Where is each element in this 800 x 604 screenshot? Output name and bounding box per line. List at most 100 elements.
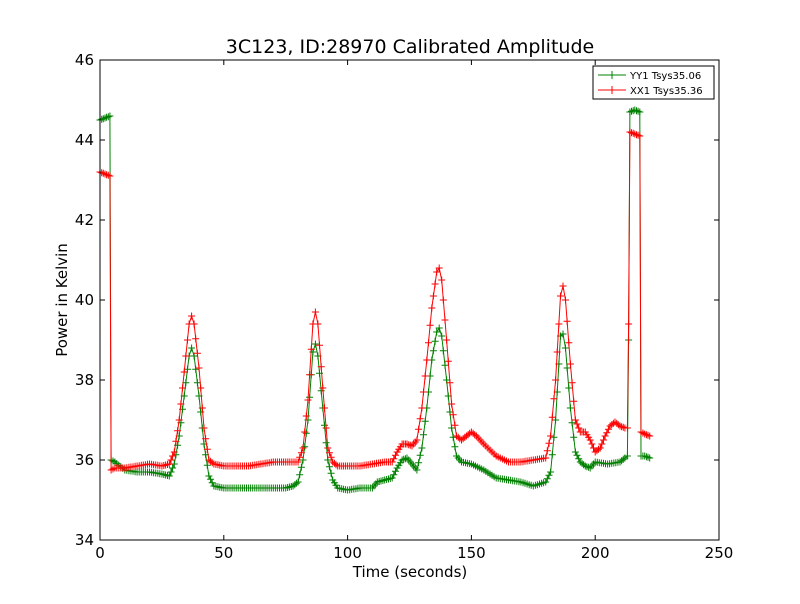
data-point	[433, 268, 441, 276]
y-tick-label: 36	[75, 451, 94, 469]
series-layer	[96, 106, 654, 494]
data-point	[603, 429, 611, 437]
data-point	[542, 454, 550, 462]
data-point	[642, 453, 650, 461]
x-tick-label: 200	[581, 544, 610, 562]
data-point	[405, 441, 413, 449]
data-point	[413, 436, 421, 444]
plot-frame	[99, 59, 720, 541]
data-point	[311, 308, 319, 316]
data-point	[99, 115, 107, 123]
data-point	[570, 433, 578, 441]
data-point	[641, 452, 649, 460]
data-point	[415, 459, 423, 467]
data-point	[433, 328, 441, 336]
data-point	[180, 368, 188, 376]
data-point	[388, 458, 396, 466]
data-point	[550, 395, 558, 403]
data-point	[586, 436, 594, 444]
data-point	[559, 282, 567, 290]
data-point	[547, 468, 555, 476]
series-markers	[96, 106, 654, 494]
data-point	[542, 478, 550, 486]
data-point	[625, 320, 633, 328]
data-point	[559, 330, 567, 338]
data-point	[406, 441, 414, 449]
data-point	[543, 475, 551, 483]
data-point	[623, 424, 631, 432]
data-point	[190, 320, 198, 328]
data-point	[568, 379, 576, 387]
series-0	[96, 106, 654, 494]
data-point	[167, 468, 175, 476]
legend-entry: XX1 Tsys35.36	[598, 86, 703, 97]
data-point	[639, 429, 647, 437]
data-point	[398, 456, 406, 464]
data-point	[616, 422, 624, 430]
data-point	[400, 455, 408, 463]
data-point	[169, 464, 177, 472]
data-point	[583, 463, 591, 471]
y-tick-label: 44	[75, 131, 94, 149]
data-point	[439, 347, 447, 355]
data-point	[600, 436, 607, 444]
data-point	[431, 280, 439, 288]
data-point	[174, 427, 182, 435]
legend-box	[592, 65, 715, 100]
data-point	[167, 456, 175, 464]
data-point	[200, 424, 208, 432]
data-point	[451, 421, 459, 429]
data-point	[562, 344, 569, 352]
data-point	[401, 455, 409, 463]
data-point	[644, 453, 652, 461]
data-point	[570, 397, 578, 405]
data-point	[302, 412, 310, 420]
x-tick-label: 50	[214, 544, 233, 562]
data-point	[302, 429, 310, 437]
data-point	[390, 471, 398, 479]
data-point	[563, 364, 571, 372]
data-point	[435, 264, 443, 272]
data-point	[634, 131, 642, 139]
y-axis-label: Power in Kelvin	[53, 243, 71, 357]
data-point	[428, 304, 436, 312]
data-point	[441, 316, 449, 324]
data-point	[646, 454, 654, 462]
data-point	[165, 460, 173, 468]
data-point	[585, 463, 593, 471]
data-point	[598, 440, 606, 448]
data-point	[325, 449, 333, 457]
data-point	[294, 478, 302, 486]
data-point	[392, 451, 399, 459]
data-point	[322, 424, 330, 432]
data-point	[172, 437, 180, 445]
data-point	[596, 444, 604, 452]
data-point	[390, 455, 398, 463]
legend: YY1 Tsys35.06 XX1 Tsys35.36	[592, 65, 715, 100]
data-point	[311, 340, 319, 348]
data-point	[106, 112, 114, 120]
data-point	[619, 423, 627, 431]
data-point	[448, 400, 456, 408]
data-point	[192, 335, 200, 343]
data-point	[314, 320, 322, 328]
chart-title: 3C123, ID:28970 Calibrated Amplitude	[226, 36, 594, 58]
data-point	[306, 371, 314, 379]
legend-marker	[608, 71, 616, 79]
data-point	[101, 114, 109, 122]
data-point	[628, 129, 635, 137]
data-point	[98, 169, 106, 177]
data-point	[418, 404, 426, 412]
y-tick-label: 46	[75, 51, 94, 69]
data-point	[545, 439, 553, 447]
y-tick-label: 40	[75, 291, 94, 309]
data-point	[565, 384, 573, 392]
data-point	[571, 448, 579, 456]
data-point	[629, 129, 637, 137]
x-tick-label: 150	[457, 544, 486, 562]
data-point	[421, 372, 429, 380]
x-tick-label: 0	[95, 544, 105, 562]
y-tick-label: 34	[75, 531, 94, 549]
data-point	[321, 404, 328, 412]
data-point	[208, 479, 216, 487]
